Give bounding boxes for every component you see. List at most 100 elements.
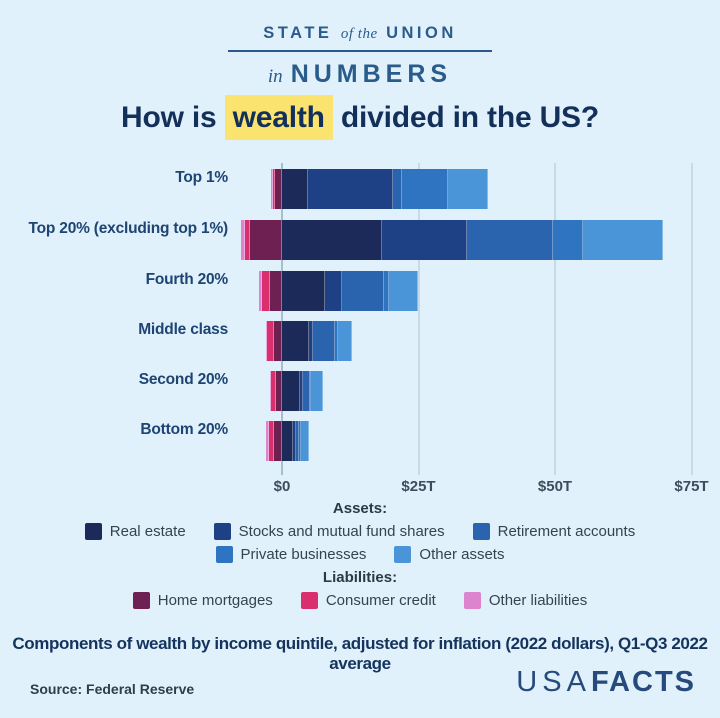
bar-segment (325, 271, 343, 311)
legend-item: Retirement accounts (472, 523, 635, 540)
x-tick-label: $25T (401, 478, 436, 495)
bar-segment (269, 271, 282, 311)
bar-segment (334, 321, 338, 361)
title-pre: How is (120, 101, 217, 134)
row-label: Bottom 20% (140, 421, 228, 438)
bar-segment (269, 371, 272, 411)
bar-segment (389, 271, 418, 311)
bar-segment (307, 169, 394, 209)
legend-item: Other assets (394, 546, 504, 563)
bar-segment (299, 421, 301, 461)
legend-row: Private businesses Other assets (0, 546, 720, 563)
masthead-state: STATE (263, 24, 333, 42)
legend-item: Real estate (84, 523, 186, 540)
bar-segment (268, 421, 274, 461)
bar-segment (266, 421, 269, 461)
legend-label: Real estate (109, 523, 186, 540)
bar-segment (466, 220, 553, 260)
bar-segment (552, 220, 583, 260)
row-label: Top 1% (175, 169, 228, 186)
bar-segment (258, 271, 262, 311)
x-tick-label: $0 (273, 478, 291, 495)
source-attribution: Source: Federal Reserve (30, 681, 195, 697)
bar-segment (302, 371, 310, 411)
bar-segment (311, 371, 323, 411)
bar-segment (275, 169, 282, 209)
bar-segment (271, 371, 276, 411)
legend-swatch (300, 592, 318, 609)
row-label: Fourth 20% (145, 271, 229, 288)
bar-segment (342, 271, 384, 311)
bar-segment (245, 220, 251, 260)
bar-segment (383, 271, 389, 311)
bar-segment (295, 421, 300, 461)
legend-label: Other liabilities (488, 592, 588, 609)
bar-segment (273, 321, 282, 361)
legend-item: Home mortgages (132, 592, 273, 609)
legend-item: Consumer credit (300, 592, 436, 609)
bar-segment (282, 371, 301, 411)
bar-segment (381, 220, 467, 260)
row-label: Second 20% (138, 371, 229, 388)
usafacts-logo-usa: USA (516, 666, 591, 698)
legend-swatch (84, 523, 102, 540)
usafacts-logo-facts: FACTS (590, 666, 696, 698)
legend-item: Other liabilities (463, 592, 588, 609)
bar-segment (337, 321, 352, 361)
chart-legend: Assets: Real estate Stocks and mutual fund… (0, 495, 720, 615)
legend-label: Stocks and mutual fund shares (238, 523, 445, 540)
bar-segment (393, 169, 402, 209)
legend-row: Real estate Stocks and mutual fund shares… (0, 523, 720, 540)
bar-segment (401, 169, 448, 209)
title-highlight: wealth (224, 95, 333, 140)
legend-item: Stocks and mutual fund shares (213, 523, 445, 540)
bar-segment (271, 169, 273, 209)
page-title: How is wealth divided in the US? (0, 95, 720, 140)
bar-segment (282, 220, 382, 260)
masthead-union: UNION (386, 24, 457, 42)
legend-item: Private businesses (215, 546, 367, 563)
bar-segment (293, 421, 296, 461)
bar-segment (282, 321, 310, 361)
masthead: STATE of the UNION in NUMBERS (0, 24, 720, 89)
bar-segment (240, 220, 246, 260)
wealth-chart: $0 $25T $50T $75T Top 1% Top 20% (excluding t… (28, 163, 709, 495)
bar-segment (313, 321, 335, 361)
bar-segment (275, 371, 282, 411)
bar-segment (282, 169, 308, 209)
legend-label: Private businesses (240, 546, 367, 563)
bar-segment (447, 169, 488, 209)
bar-segment (265, 321, 268, 361)
legend-row: Home mortgages Consumer credit Other liabi… (0, 592, 720, 609)
bar-segment (309, 321, 314, 361)
legend-swatch (394, 546, 412, 563)
title-post: divided in the US? (340, 101, 599, 134)
legend-swatch (132, 592, 150, 609)
bar-segment (582, 220, 663, 260)
bar-segment (267, 321, 274, 361)
bar-segment (272, 169, 276, 209)
bar-segment (273, 421, 282, 461)
masthead-line1: STATE of the UNION (0, 24, 720, 43)
gridline (417, 163, 420, 475)
bar-segment (282, 271, 326, 311)
bar-segment (282, 421, 294, 461)
row-label: Top 20% (excluding top 1%) (28, 220, 229, 237)
masthead-line2: in NUMBERS (0, 60, 720, 89)
legend-label: Other assets (419, 546, 505, 563)
masthead-numbers: NUMBERS (290, 60, 453, 88)
bar-segment (309, 371, 312, 411)
masthead-in: in (267, 66, 283, 87)
gridline (690, 163, 693, 475)
legend-label: Consumer credit (325, 592, 436, 609)
legend-swatch (463, 592, 481, 609)
x-tick-label: $75T (674, 478, 709, 495)
gridline (554, 163, 556, 475)
legend-label: Home mortgages (157, 592, 273, 609)
bar-segment (261, 271, 270, 311)
chart-caption: Components of wealth by income quintile,… (12, 634, 708, 673)
legend-swatch (472, 523, 490, 540)
bar-segment (300, 421, 310, 461)
legend-swatch (213, 523, 231, 540)
